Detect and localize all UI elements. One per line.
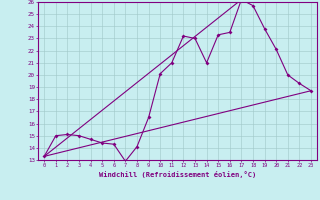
X-axis label: Windchill (Refroidissement éolien,°C): Windchill (Refroidissement éolien,°C) [99,171,256,178]
